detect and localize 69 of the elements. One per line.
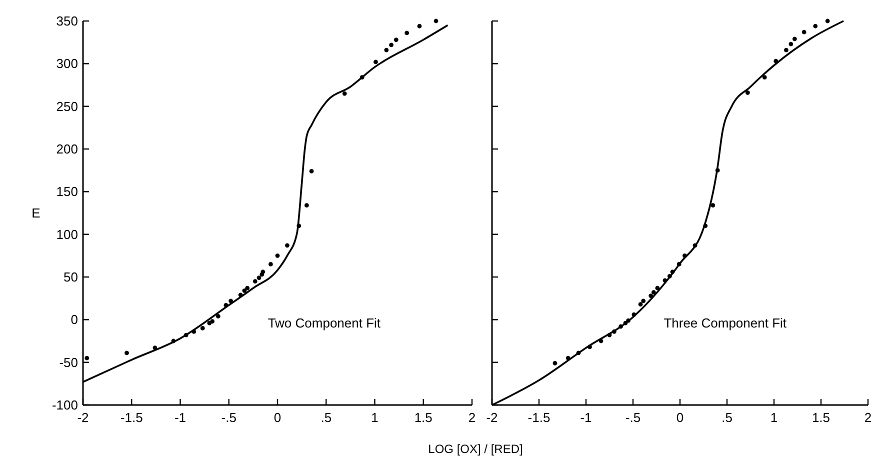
y-tick-label: 200 [56,142,78,157]
annotation: Three Component Fit [664,316,787,331]
point [260,272,264,277]
point [417,24,422,28]
point [384,48,389,52]
point [394,38,398,42]
point [268,262,273,266]
point [216,314,220,318]
y-tick-label: 250 [56,98,78,114]
point [84,356,90,360]
point [252,279,258,284]
x-tick-label: -1 [580,410,592,425]
x-tick-label: -.5 [625,410,641,425]
y-tick-label: 350 [56,14,78,29]
point [285,243,290,248]
x-tick-label: 1 [371,410,378,425]
x-tick-label: 1.5 [812,410,830,425]
point [124,350,129,356]
x-tick-label: 1 [770,410,778,425]
point [788,42,794,46]
annotation: Two Component Fit [268,316,381,331]
y-tick-label: 50 [64,270,78,285]
point [304,203,309,208]
point [641,298,646,304]
point [552,360,558,366]
x-tick-label: -.5 [221,410,236,425]
point [648,294,654,298]
point [802,30,806,34]
y-tick-label: -100 [52,398,78,413]
point [256,276,262,280]
y-tick-label: 100 [56,226,78,242]
point [389,42,394,48]
point [207,320,212,326]
point [813,24,818,28]
point [762,75,767,80]
y-axis-title: E [32,206,41,221]
x-tick-label: -1 [174,410,186,425]
point [342,91,347,96]
y-tick-label: 0 [70,312,78,328]
point [638,302,643,307]
point [275,253,280,258]
point [200,326,205,330]
x-tick-label: -1.5 [528,410,550,425]
point [710,203,716,208]
x-tick-label: .5 [320,410,332,425]
x-tick-label: 1.5 [414,410,432,425]
point [242,288,247,293]
point [825,18,830,24]
point [651,290,656,295]
x-tick-label: -1.5 [120,410,143,425]
point [374,60,378,64]
x-tick-label: -2 [486,410,498,425]
x-tick-label: 0 [676,410,684,425]
point [404,30,410,36]
point [745,90,750,95]
point [434,18,438,24]
x-axis-title: LOG [OX] / [RED] [428,442,523,456]
x-tick-label: 0 [274,410,282,425]
x-tick-label: -2 [77,410,89,425]
x-tick-label: 2 [864,410,872,425]
point [792,36,797,42]
x-tick-label: .5 [722,410,732,425]
y-tick-label: 300 [56,56,78,72]
y-tick-label: -50 [59,354,78,370]
x-tick-label: 2 [468,410,476,425]
point [245,286,250,290]
y-tick-label: 150 [56,184,78,200]
point [784,48,788,52]
point [309,168,314,174]
